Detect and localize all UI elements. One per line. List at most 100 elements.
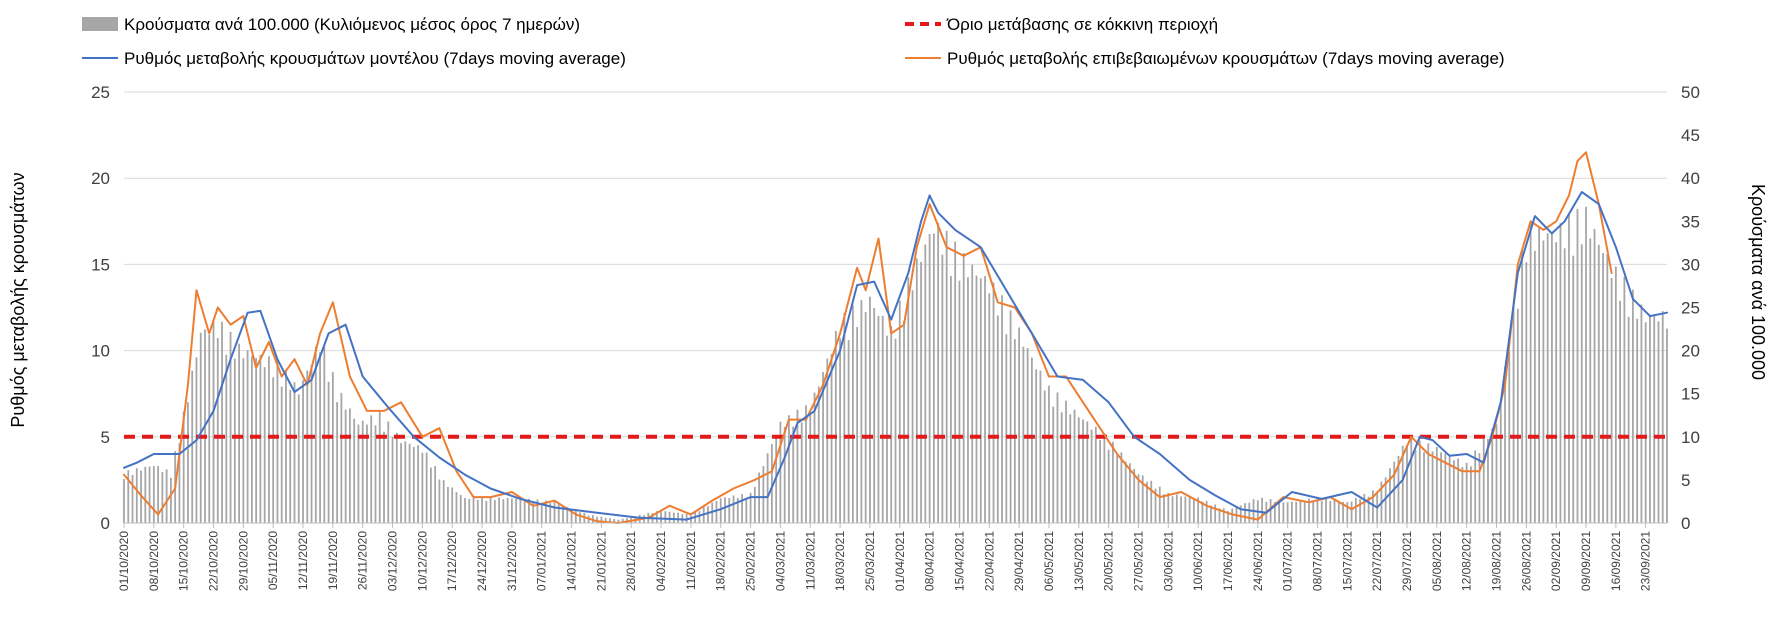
bar bbox=[732, 495, 735, 523]
bar bbox=[898, 300, 901, 523]
bar bbox=[945, 230, 948, 523]
legend-item-model: Ρυθμός μεταβολής κρουσμάτων μοντέλου (7d… bbox=[82, 49, 626, 68]
bar bbox=[1325, 498, 1327, 523]
bar bbox=[391, 436, 394, 523]
legend: Κρούσματα ανά 100.000 (Κυλιόμενος μέσος … bbox=[82, 15, 1505, 68]
x-tick-label: 29/07/2021 bbox=[1400, 531, 1414, 591]
bar bbox=[306, 370, 309, 523]
bar bbox=[1619, 300, 1622, 523]
bar bbox=[476, 499, 479, 523]
y-left-title: Ρυθμός μεταβολής κρουσμάτων bbox=[8, 172, 28, 427]
bar bbox=[1146, 481, 1148, 523]
bar bbox=[724, 497, 726, 523]
bar bbox=[1205, 500, 1208, 523]
bar bbox=[570, 508, 573, 523]
bar bbox=[412, 446, 415, 523]
bar bbox=[698, 511, 701, 523]
bar bbox=[920, 261, 922, 523]
x-tick-label: 29/10/2020 bbox=[236, 531, 250, 591]
x-tick-label: 17/12/2020 bbox=[445, 531, 459, 591]
legend-item-bars: Κρούσματα ανά 100.000 (Κυλιόμενος μέσος … bbox=[82, 15, 580, 34]
bar bbox=[685, 513, 688, 523]
bar bbox=[1111, 441, 1114, 523]
bar bbox=[1602, 253, 1604, 524]
bar bbox=[813, 392, 816, 523]
x-tick-label: 11/03/2021 bbox=[803, 531, 817, 590]
x-tick-label: 01/04/2021 bbox=[893, 531, 907, 591]
bar bbox=[903, 320, 905, 523]
bar bbox=[1508, 351, 1511, 523]
bar bbox=[1137, 474, 1140, 523]
bar bbox=[1393, 461, 1396, 523]
bar bbox=[1116, 455, 1119, 523]
y-right-title: Κρούσματα ανά 100.000 bbox=[1748, 184, 1768, 380]
bar bbox=[1350, 501, 1353, 523]
y-left-ticks: 0 5 10 15 20 25 bbox=[91, 83, 110, 533]
y-right-tick-label: 40 bbox=[1681, 169, 1700, 188]
bar bbox=[809, 413, 812, 523]
bar bbox=[1636, 318, 1639, 523]
bar bbox=[250, 355, 253, 523]
bar bbox=[1018, 327, 1021, 523]
bar bbox=[1269, 499, 1272, 523]
bar bbox=[451, 487, 454, 523]
x-tick-label: 15/04/2021 bbox=[952, 531, 966, 591]
bar bbox=[417, 445, 420, 523]
bar bbox=[1559, 223, 1562, 523]
bar bbox=[353, 418, 356, 523]
bar bbox=[967, 277, 969, 523]
bar bbox=[242, 358, 245, 523]
x-tick-label: 24/12/2020 bbox=[475, 531, 489, 591]
bar bbox=[954, 241, 957, 523]
x-tick-label: 06/05/2021 bbox=[1042, 531, 1056, 591]
legend-item-threshold: Όριο μετάβασης σε κόκκινη περιοχή bbox=[905, 15, 1218, 34]
x-tick-label: 16/09/2021 bbox=[1609, 531, 1623, 591]
bar bbox=[1282, 502, 1285, 523]
bar bbox=[1073, 409, 1076, 523]
bar bbox=[506, 497, 509, 523]
bar bbox=[493, 500, 496, 523]
bar bbox=[1303, 501, 1306, 523]
x-tick-label: 19/11/2020 bbox=[326, 531, 340, 590]
x-tick-label: 22/07/2021 bbox=[1370, 531, 1384, 591]
bar bbox=[285, 370, 287, 523]
bar bbox=[1273, 501, 1276, 523]
y-right-ticks: 0 5 10 15 20 25 30 35 40 45 50 bbox=[1681, 83, 1700, 533]
bar bbox=[1623, 276, 1626, 523]
bar bbox=[1452, 460, 1455, 523]
bar bbox=[1120, 452, 1123, 523]
bar bbox=[869, 296, 871, 523]
bar bbox=[374, 425, 377, 523]
bar bbox=[596, 516, 599, 523]
bar bbox=[1644, 322, 1647, 523]
bar bbox=[327, 381, 330, 523]
bar bbox=[225, 354, 228, 523]
y-right-tick-label: 25 bbox=[1681, 299, 1700, 318]
bar bbox=[886, 335, 888, 523]
x-tick-label: 08/10/2020 bbox=[147, 531, 161, 591]
bar bbox=[400, 443, 402, 523]
bar bbox=[331, 372, 334, 523]
bar bbox=[468, 499, 471, 523]
bar bbox=[579, 512, 581, 523]
x-tick-label: 01/07/2021 bbox=[1281, 531, 1295, 591]
bar bbox=[660, 510, 662, 523]
bar bbox=[1593, 229, 1596, 523]
x-tick-label: 19/08/2021 bbox=[1490, 531, 1504, 591]
x-tick-label: 05/08/2021 bbox=[1430, 531, 1444, 591]
bar bbox=[293, 382, 296, 523]
bar bbox=[1218, 508, 1221, 523]
bar bbox=[1201, 501, 1204, 523]
bar bbox=[455, 492, 458, 523]
bar bbox=[1614, 266, 1617, 523]
bar bbox=[1465, 462, 1468, 523]
bar bbox=[788, 415, 790, 523]
bar bbox=[1086, 421, 1089, 523]
bar bbox=[1401, 445, 1404, 523]
bar bbox=[502, 499, 505, 523]
bar bbox=[890, 326, 893, 523]
bar bbox=[208, 334, 211, 523]
bar bbox=[979, 278, 982, 523]
bar bbox=[715, 500, 718, 523]
